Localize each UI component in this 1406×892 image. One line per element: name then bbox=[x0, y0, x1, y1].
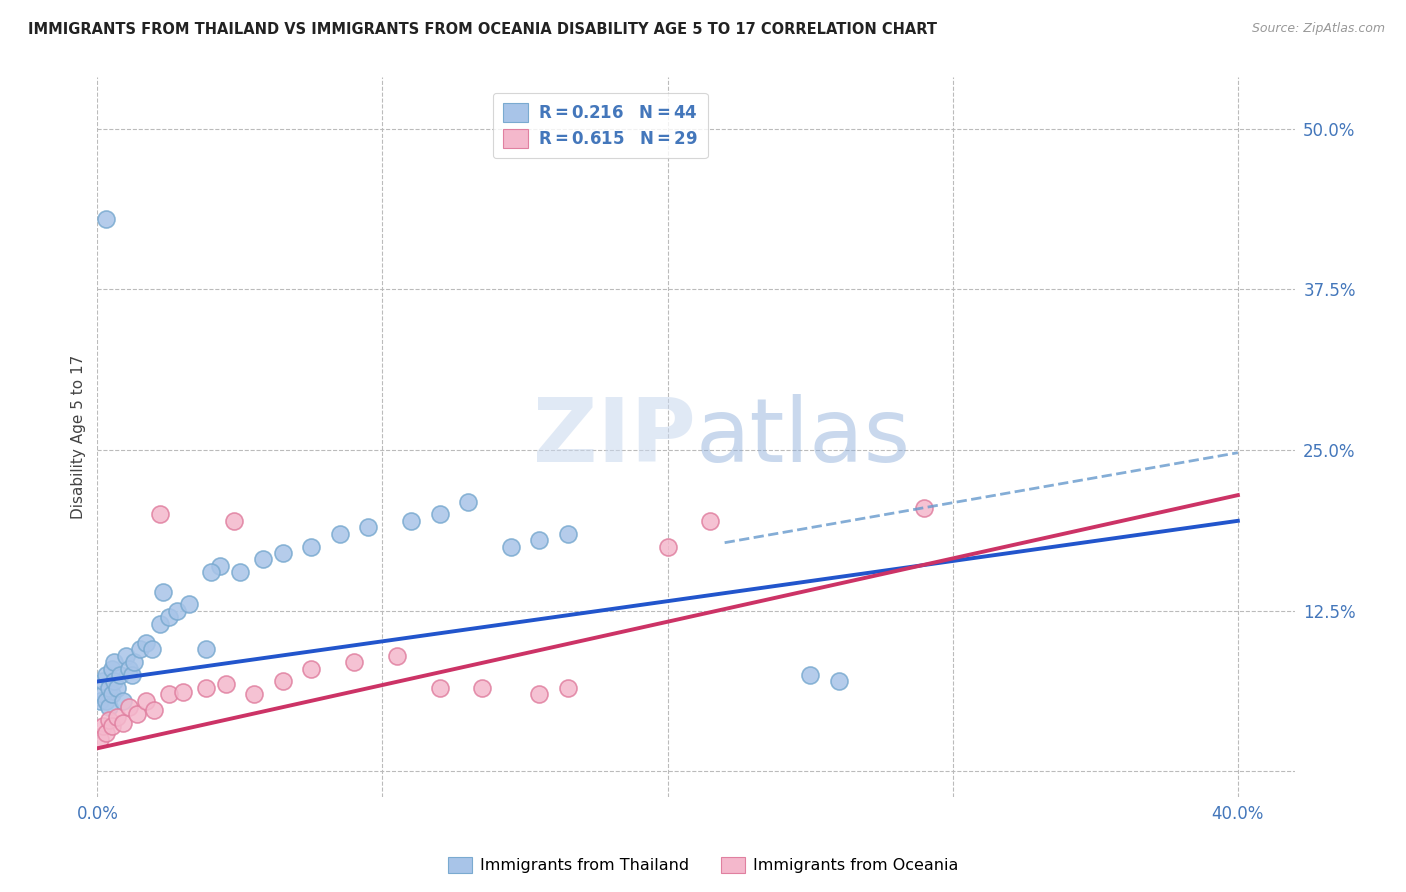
Point bbox=[172, 685, 194, 699]
Point bbox=[91, 719, 114, 733]
Point bbox=[399, 514, 422, 528]
Point bbox=[127, 706, 149, 721]
Point bbox=[224, 514, 246, 528]
Point bbox=[94, 668, 117, 682]
Point bbox=[177, 598, 200, 612]
Point bbox=[471, 681, 494, 695]
Text: atlas: atlas bbox=[696, 393, 911, 481]
Point bbox=[100, 719, 122, 733]
Point bbox=[229, 566, 252, 580]
Point bbox=[108, 668, 131, 682]
Point bbox=[271, 546, 294, 560]
Point bbox=[657, 540, 679, 554]
Point bbox=[385, 648, 408, 663]
Point bbox=[152, 584, 174, 599]
Point bbox=[118, 700, 141, 714]
Legend: Immigrants from Thailand, Immigrants from Oceania: Immigrants from Thailand, Immigrants fro… bbox=[441, 850, 965, 880]
Point bbox=[214, 677, 236, 691]
Point bbox=[105, 681, 128, 695]
Point bbox=[124, 655, 146, 669]
Text: IMMIGRANTS FROM THAILAND VS IMMIGRANTS FROM OCEANIA DISABILITY AGE 5 TO 17 CORRE: IMMIGRANTS FROM THAILAND VS IMMIGRANTS F… bbox=[28, 22, 938, 37]
Point bbox=[208, 558, 231, 573]
Point bbox=[243, 687, 266, 701]
Point bbox=[89, 732, 111, 747]
Point bbox=[429, 681, 451, 695]
Point bbox=[105, 710, 128, 724]
Point bbox=[252, 552, 274, 566]
Point bbox=[91, 687, 114, 701]
Point bbox=[529, 687, 551, 701]
Point bbox=[157, 687, 180, 701]
Point bbox=[157, 610, 180, 624]
Point bbox=[149, 616, 172, 631]
Text: ZIP: ZIP bbox=[533, 393, 696, 481]
Point bbox=[271, 674, 294, 689]
Point bbox=[100, 662, 122, 676]
Y-axis label: Disability Age 5 to 17: Disability Age 5 to 17 bbox=[72, 355, 86, 519]
Point bbox=[194, 681, 217, 695]
Point bbox=[299, 662, 322, 676]
Legend: $\mathbf{R = 0.216}$   $\mathbf{N = 44}$, $\mathbf{R = 0.615}$   $\mathbf{N = 29: $\mathbf{R = 0.216}$ $\mathbf{N = 44}$, … bbox=[494, 93, 707, 158]
Point bbox=[103, 655, 125, 669]
Point bbox=[143, 703, 166, 717]
Point bbox=[499, 540, 522, 554]
Point bbox=[912, 500, 935, 515]
Point bbox=[100, 687, 122, 701]
Point bbox=[149, 508, 172, 522]
Point bbox=[529, 533, 551, 548]
Point bbox=[557, 681, 579, 695]
Point bbox=[121, 668, 143, 682]
Point bbox=[799, 668, 821, 682]
Point bbox=[699, 514, 721, 528]
Point bbox=[357, 520, 380, 534]
Point bbox=[97, 681, 120, 695]
Point bbox=[129, 642, 152, 657]
Point bbox=[557, 526, 579, 541]
Point bbox=[111, 694, 134, 708]
Point bbox=[194, 642, 217, 657]
Text: Source: ZipAtlas.com: Source: ZipAtlas.com bbox=[1251, 22, 1385, 36]
Point bbox=[97, 700, 120, 714]
Point bbox=[115, 648, 138, 663]
Point bbox=[91, 674, 114, 689]
Point bbox=[94, 694, 117, 708]
Point bbox=[97, 713, 120, 727]
Point bbox=[299, 540, 322, 554]
Point bbox=[141, 642, 163, 657]
Point bbox=[200, 566, 222, 580]
Point bbox=[828, 674, 851, 689]
Point bbox=[457, 494, 479, 508]
Point bbox=[94, 726, 117, 740]
Point bbox=[343, 655, 366, 669]
Point bbox=[135, 636, 157, 650]
Point bbox=[166, 604, 188, 618]
Point bbox=[118, 662, 141, 676]
Point bbox=[94, 211, 117, 226]
Point bbox=[111, 715, 134, 730]
Point bbox=[103, 674, 125, 689]
Point bbox=[135, 694, 157, 708]
Point bbox=[329, 526, 352, 541]
Point bbox=[429, 508, 451, 522]
Point bbox=[89, 694, 111, 708]
